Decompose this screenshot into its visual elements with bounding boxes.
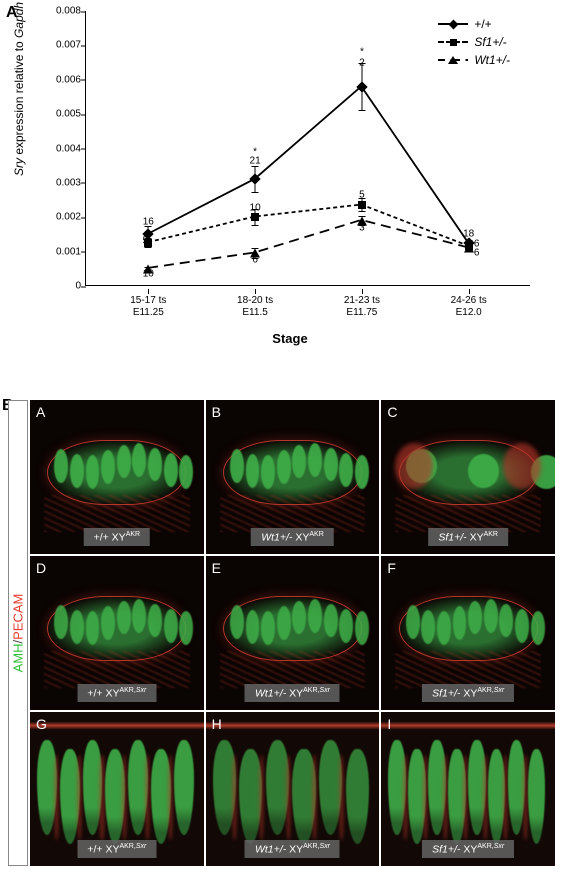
sidebar-text: AMH/PECAM (11, 594, 26, 673)
data-point (464, 244, 474, 253)
amh-label: AMH (11, 643, 26, 672)
image-grid: A +/+ XYAKR B Wt1+/- XYAKR C Sf1+/- XYAKR D +/+… (30, 400, 555, 866)
ylabel-sry: Sry (12, 158, 26, 176)
legend-row-wt: +/+ (438, 15, 510, 33)
genotype-tag: Sf1+/- XYAKR,Sxr (422, 840, 514, 859)
chart-annotation: 5 (359, 189, 365, 200)
micrograph-cell: B Wt1+/- XYAKR (206, 400, 380, 554)
micrograph-cell: F Sf1+/- XYAKR,Sxr (381, 556, 555, 710)
chart-annotation: 6 (474, 248, 480, 259)
subpanel-letter: D (36, 560, 46, 576)
genotype-tag: Sf1+/- XYAKR (428, 528, 508, 547)
micrograph-cell: I Sf1+/- XYAKR,Sxr (381, 712, 555, 866)
ytick: 0.006 (36, 74, 81, 85)
genotype-tag: Wt1+/- XYAKR (251, 528, 334, 547)
xtick: 21-23 tsE11.75 (312, 295, 412, 319)
genotype-tag: Wt1+/- XYAKR,Sxr (245, 840, 340, 859)
micrograph-cell: C Sf1+/- XYAKR (381, 400, 555, 554)
sidebar-amh-pecam: AMH/PECAM (8, 400, 28, 866)
micrograph-cell: E Wt1+/- XYAKR,Sxr (206, 556, 380, 710)
micrograph-cell: D +/+ XYAKR,Sxr (30, 556, 204, 710)
ytick: 0.004 (36, 143, 81, 154)
subpanel-letter: I (387, 716, 391, 732)
micrograph-cell: A +/+ XYAKR (30, 400, 204, 554)
sry-expression-chart: Sry expression relative to Gapdh +/+ Sf1… (30, 6, 550, 346)
subpanel-letter: B (212, 404, 221, 420)
genotype-tag: Sf1+/- XYAKR,Sxr (422, 684, 514, 703)
subpanel-letter: E (212, 560, 221, 576)
legend-label-wt: +/+ (474, 15, 491, 33)
chart-annotation: 6 (252, 255, 258, 266)
genotype-tag: +/+ XYAKR,Sxr (77, 684, 156, 703)
chart-annotation: 2 (359, 57, 365, 68)
data-point (358, 201, 366, 209)
ytick: 0.005 (36, 109, 81, 120)
data-point (251, 213, 259, 221)
plot-area: +/+ Sf1+/- Wt1+/- 00.0010.0020.0030.0040… (85, 11, 530, 286)
series-line (148, 220, 468, 268)
xtick: 24-26 tsE12.0 (419, 295, 519, 319)
legend-label-wt1: Wt1+/- (474, 51, 510, 69)
slash: / (11, 640, 26, 644)
ylabel-mid: expression relative to (12, 38, 26, 158)
subpanel-letter: F (387, 560, 396, 576)
genotype-tag: +/+ XYAKR (84, 528, 151, 547)
chart-ylabel: Sry expression relative to Gapdh (12, 2, 26, 176)
chart-annotation: 21 (250, 155, 261, 166)
data-point (358, 83, 366, 91)
xtick: 18-20 tsE11.5 (205, 295, 305, 319)
micrograph-cell: G +/+ XYAKR,Sxr (30, 712, 204, 866)
chart-xlabel: Stage (30, 331, 550, 346)
chart-annotation: 18 (463, 229, 474, 240)
series-line (148, 86, 468, 242)
chart-annotation: 10 (143, 268, 154, 279)
panel-b: AMH/PECAM A +/+ XYAKR B Wt1+/- XYAKR C Sf1+/-… (8, 400, 555, 866)
ytick: 0.008 (36, 6, 81, 17)
ytick: 0.007 (36, 40, 81, 51)
subpanel-letter: G (36, 716, 47, 732)
ytick: 0.003 (36, 177, 81, 188)
legend-row-sf1: Sf1+/- (438, 33, 510, 51)
chart-annotation: 16 (143, 217, 154, 228)
chart-legend: +/+ Sf1+/- Wt1+/- (438, 15, 510, 69)
ytick: 0.002 (36, 212, 81, 223)
subpanel-letter: C (387, 404, 397, 420)
genotype-tag: Wt1+/- XYAKR,Sxr (245, 684, 340, 703)
ytick: 0.001 (36, 246, 81, 257)
subpanel-letter: A (36, 404, 45, 420)
legend-label-sf1: Sf1+/- (474, 33, 506, 51)
data-point (251, 175, 259, 183)
xtick: 15-17 tsE11.25 (98, 295, 198, 319)
chart-annotation: 10 (250, 202, 261, 213)
chart-annotation: 5 (143, 236, 149, 247)
subpanel-letter: H (212, 716, 222, 732)
ylabel-gapdh: Gapdh (12, 2, 26, 38)
legend-row-wt1: Wt1+/- (438, 51, 510, 69)
genotype-tag: +/+ XYAKR,Sxr (77, 840, 156, 859)
series-line (148, 205, 468, 246)
ytick: 0 (36, 281, 81, 292)
pecam-label: PECAM (11, 594, 26, 640)
micrograph-cell: H Wt1+/- XYAKR,Sxr (206, 712, 380, 866)
chart-annotation: 3 (359, 222, 365, 233)
